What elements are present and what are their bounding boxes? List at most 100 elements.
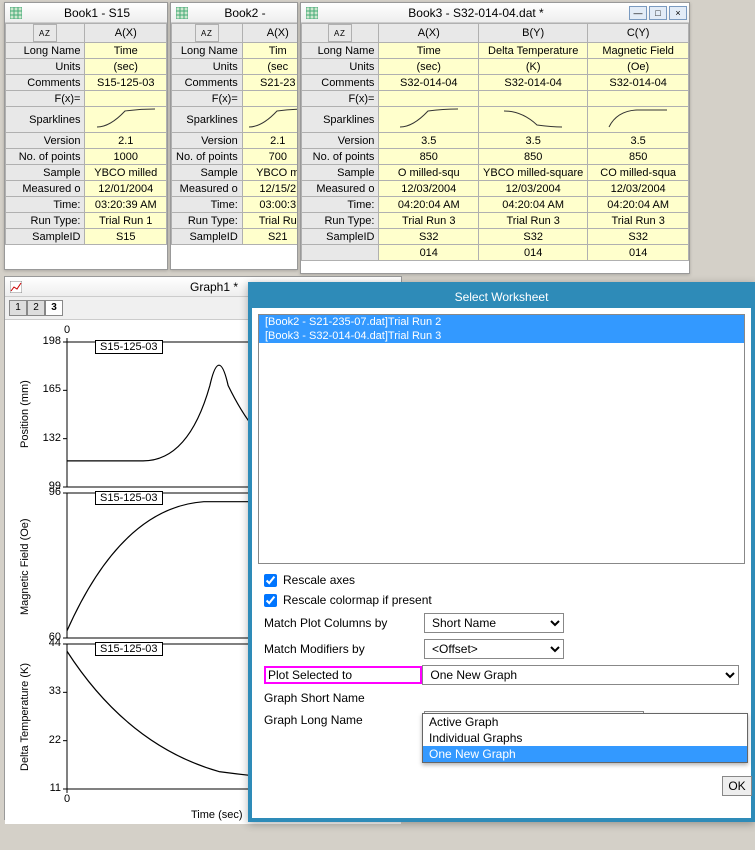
row-header: SampleID	[172, 229, 243, 245]
plot-selected-select[interactable]: One New Graph	[422, 665, 739, 685]
maximize-button[interactable]: □	[649, 6, 667, 20]
meta-cell: S32	[379, 229, 479, 245]
plot-selected-label: Plot Selected to	[264, 666, 422, 684]
row-header: F(x)=	[302, 91, 379, 107]
graph-icon	[9, 280, 23, 294]
workbook-title: Book3 - S32-014-04.dat *	[323, 6, 629, 20]
meta-cell: 3.5	[588, 133, 689, 149]
row-header: SampleID	[302, 229, 379, 245]
column-header[interactable]: A(X)	[242, 24, 297, 43]
graph-tab-3[interactable]: 3	[45, 300, 63, 316]
meta-cell: (sec)	[85, 59, 167, 75]
row-header: Sample	[302, 165, 379, 181]
column-header[interactable]: B(Y)	[479, 24, 588, 43]
worksheet-list-item[interactable]: [Book2 - S21-235-07.dat]Trial Run 2	[259, 315, 744, 329]
meta-cell: 1000	[85, 149, 167, 165]
meta-cell: 12/03/2004	[479, 181, 588, 197]
row-header: Long Name	[6, 43, 85, 59]
meta-cell: S32	[588, 229, 689, 245]
meta-cell: 700	[242, 149, 297, 165]
match-plot-select[interactable]: Short Name	[424, 613, 564, 633]
y-axis-label: Position (mm)	[19, 380, 31, 448]
row-header: Sparklines	[172, 107, 243, 133]
row-header: F(x)=	[172, 91, 243, 107]
row-header: Sparklines	[302, 107, 379, 133]
y-tick-label: 22	[49, 734, 61, 746]
meta-cell: 12/03/2004	[379, 181, 479, 197]
worksheet-list-item[interactable]: [Book3 - S32-014-04.dat]Trial Run 3	[259, 329, 744, 343]
row-header: Version	[6, 133, 85, 149]
row-header: Sample	[172, 165, 243, 181]
workbook-title: Book2 -	[193, 6, 297, 20]
worksheet-icon	[9, 6, 23, 20]
sparkline-cell	[379, 107, 479, 133]
row-header: No. of points	[172, 149, 243, 165]
dropdown-option[interactable]: Active Graph	[423, 714, 747, 730]
meta-cell: Trial Ru	[242, 213, 297, 229]
y-tick-label: 132	[43, 432, 61, 444]
y-axis-label: Magnetic Field (Oe)	[19, 518, 31, 615]
meta-cell: 12/15/2	[242, 181, 297, 197]
ok-button[interactable]: OK	[722, 776, 752, 796]
row-header: Units	[302, 59, 379, 75]
dialog-title: Select Worksheet	[252, 286, 751, 308]
workbook-book3: Book3 - S32-014-04.dat *—□× AZ A(X)B(Y)C(Y…	[300, 2, 690, 274]
sort-icon[interactable]: AZ	[195, 24, 219, 42]
minimize-button[interactable]: —	[629, 6, 647, 20]
column-header[interactable]: C(Y)	[588, 24, 689, 43]
meta-cell: (sec)	[379, 59, 479, 75]
row-header: SampleID	[6, 229, 85, 245]
worksheet-listbox[interactable]: [Book2 - S21-235-07.dat]Trial Run 2[Book…	[258, 314, 745, 564]
meta-cell	[242, 91, 297, 107]
y-axis-label: Delta Temperature (K)	[19, 663, 31, 771]
row-header	[302, 245, 379, 261]
row-header: Version	[172, 133, 243, 149]
row-header: Version	[302, 133, 379, 149]
meta-cell: S21	[242, 229, 297, 245]
meta-cell: S32-014-04	[379, 75, 479, 91]
meta-cell: 04:20:04 AM	[479, 197, 588, 213]
meta-cell: 3.5	[379, 133, 479, 149]
sort-icon[interactable]: AZ	[33, 24, 57, 42]
graph-tab-2[interactable]: 2	[27, 300, 45, 316]
dropdown-option[interactable]: Individual Graphs	[423, 730, 747, 746]
y-tick-label: 11	[50, 782, 61, 794]
row-header: Time:	[172, 197, 243, 213]
column-header[interactable]: A(X)	[379, 24, 479, 43]
column-header[interactable]: A(X)	[85, 24, 167, 43]
workbook-book2: Book2 -AZA(X)Long NameTimUnits(secCommen…	[170, 2, 298, 270]
row-header: Units	[172, 59, 243, 75]
match-modifiers-select[interactable]: <Offset>	[424, 639, 564, 659]
x-tick-label: 0	[64, 324, 70, 336]
meta-cell: 014	[479, 245, 588, 261]
rescale-axes-checkbox[interactable]	[264, 574, 277, 587]
meta-cell: 03:20:39 AM	[85, 197, 167, 213]
row-header: Sample	[6, 165, 85, 181]
sort-icon[interactable]: AZ	[328, 24, 352, 42]
x-tick-label: 0	[64, 793, 70, 805]
rescale-colormap-checkbox[interactable]	[264, 594, 277, 607]
meta-cell: CO milled-squa	[588, 165, 689, 181]
svg-text:Z: Z	[340, 29, 345, 38]
row-header: Measured o	[6, 181, 85, 197]
dropdown-option[interactable]: One New Graph	[423, 746, 747, 762]
meta-cell: 3.5	[479, 133, 588, 149]
meta-cell: S32	[479, 229, 588, 245]
plot-selected-dropdown[interactable]: Active GraphIndividual GraphsOne New Gra…	[422, 713, 748, 763]
meta-cell: 2.1	[242, 133, 297, 149]
close-button[interactable]: ×	[669, 6, 687, 20]
meta-cell: Delta Temperature	[479, 43, 588, 59]
meta-cell: Trial Run 1	[85, 213, 167, 229]
workbook-book1: Book1 - S15AZA(X)Long NameTimeUnits(sec)…	[4, 2, 168, 270]
row-header: Long Name	[302, 43, 379, 59]
meta-cell: Magnetic Field	[588, 43, 689, 59]
meta-cell: (sec	[242, 59, 297, 75]
meta-cell: 12/03/2004	[588, 181, 689, 197]
y-tick-label: 198	[43, 335, 61, 347]
graph-tab-1[interactable]: 1	[9, 300, 27, 316]
row-header: Time:	[302, 197, 379, 213]
graph-long-name-label: Graph Long Name	[264, 713, 424, 727]
match-modifiers-label: Match Modifiers by	[264, 642, 424, 656]
svg-text:Z: Z	[207, 29, 212, 38]
meta-cell: 850	[588, 149, 689, 165]
